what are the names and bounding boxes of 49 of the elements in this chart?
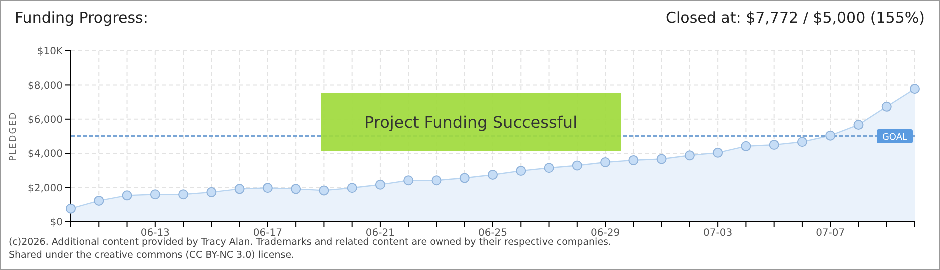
point [122, 190, 132, 201]
point [291, 184, 302, 194]
point [769, 140, 780, 150]
point [684, 150, 695, 161]
x-tick-label: 06-21 [366, 228, 395, 240]
banner: Project Funding Successful [321, 93, 621, 151]
point [404, 176, 414, 186]
point [206, 187, 217, 198]
point [516, 166, 526, 176]
point [713, 148, 724, 158]
point [234, 184, 245, 194]
point [319, 186, 330, 196]
text: Shared under the creative commons (CC BY-NC 3.0) license. [9, 250, 295, 261]
chart-title: Funding Progress: [15, 9, 148, 27]
point [854, 120, 864, 130]
point [741, 141, 752, 152]
point [656, 154, 667, 164]
point [797, 137, 808, 148]
y-axis-title: PLEDGED [9, 112, 20, 162]
point [628, 155, 639, 166]
point [375, 180, 386, 190]
chart-subtitle: Closed at: $7,772 / $5,000 (155%) [666, 9, 925, 27]
point [600, 157, 611, 168]
point [826, 130, 836, 141]
y-tick-label: $10K [37, 46, 64, 58]
text: (c)2026. Additional content provided by Tracy Alan. Trademarks and related content are owned by their respective companies. [9, 237, 612, 248]
point [432, 176, 442, 186]
point [488, 170, 498, 180]
y-tick-label: $6,000 [28, 114, 63, 126]
point [572, 160, 582, 171]
point [460, 173, 470, 184]
point [66, 204, 76, 214]
point [262, 183, 273, 194]
point [94, 196, 104, 206]
y-tick-label: $8,000 [28, 80, 63, 92]
y-tick-label: $4,000 [28, 149, 63, 160]
y-tick-label: $0 [50, 218, 63, 229]
ref-line-label: GOAL [882, 133, 908, 143]
point [347, 183, 358, 194]
point [150, 190, 160, 200]
point [178, 190, 189, 200]
x-tick-label: 07-03 [704, 228, 733, 240]
point [882, 102, 892, 112]
x-tick-label: 06-29 [591, 228, 620, 240]
y-tick-label: $2,000 [28, 183, 63, 194]
point [910, 84, 920, 94]
x-tick-label: 07-07 [816, 228, 846, 240]
point [544, 163, 554, 174]
x-tick-label: 06-13 [140, 228, 170, 240]
